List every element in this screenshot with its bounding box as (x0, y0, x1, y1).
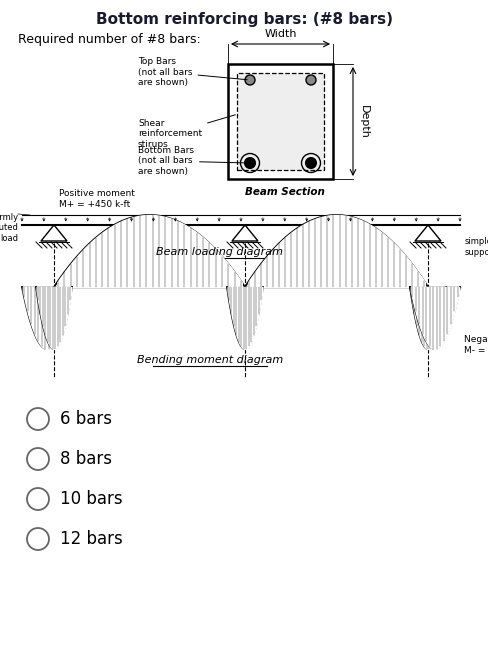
Text: Required number of #8 bars:: Required number of #8 bars: (18, 33, 201, 46)
Text: 8 bars: 8 bars (60, 450, 112, 468)
Text: 6 bars: 6 bars (60, 410, 112, 428)
Text: Shear
reinforcement
stirups: Shear reinforcement stirups (138, 115, 235, 149)
Polygon shape (41, 225, 67, 241)
Text: Negative moment
M- = -750 k-ft: Negative moment M- = -750 k-ft (464, 335, 488, 355)
Text: simple
support: simple support (465, 237, 488, 257)
Circle shape (306, 158, 316, 168)
Circle shape (27, 448, 49, 470)
Circle shape (27, 408, 49, 430)
Text: Positive moment
M+ = +450 k-ft: Positive moment M+ = +450 k-ft (59, 189, 135, 209)
Text: uniformly
distributed
load: uniformly distributed load (0, 213, 18, 243)
Text: 10 bars: 10 bars (60, 490, 122, 508)
Text: Beam Section: Beam Section (245, 187, 325, 197)
Text: 12 bars: 12 bars (60, 530, 123, 548)
Text: Top Bars
(not all bars
are shown): Top Bars (not all bars are shown) (138, 57, 247, 87)
Circle shape (27, 488, 49, 510)
Text: Bending moment diagram: Bending moment diagram (137, 355, 283, 365)
Text: Width: Width (264, 29, 297, 39)
Text: Bottom reinforcing bars: (#8 bars): Bottom reinforcing bars: (#8 bars) (96, 12, 392, 27)
Circle shape (27, 528, 49, 550)
Circle shape (245, 75, 255, 85)
Text: Bottom Bars
(not all bars
are shown): Bottom Bars (not all bars are shown) (138, 146, 247, 176)
Bar (228, 64, 333, 179)
Circle shape (245, 158, 255, 168)
Polygon shape (232, 225, 258, 241)
Polygon shape (415, 225, 441, 241)
Circle shape (306, 75, 316, 85)
Text: Beam loading diagram: Beam loading diagram (157, 247, 284, 257)
Text: Depth: Depth (359, 105, 369, 138)
Bar (237, 73, 324, 170)
